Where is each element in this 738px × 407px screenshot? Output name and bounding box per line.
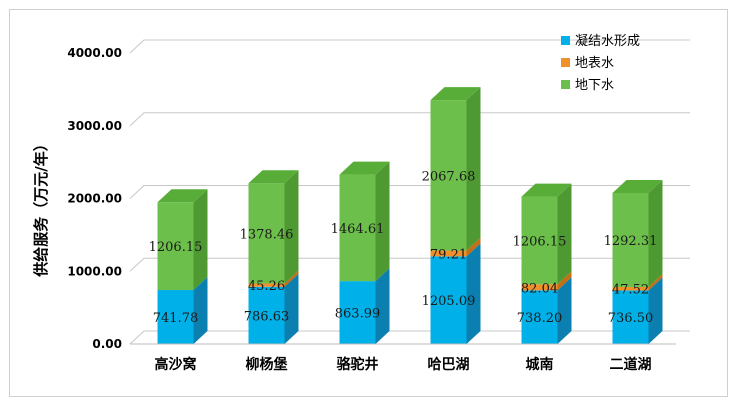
y-tick-label: 3000.00 (67, 119, 122, 133)
bar-top (157, 189, 208, 203)
bar-segment (248, 286, 285, 344)
gridlines (129, 39, 690, 345)
axes: 0.00 1000.00 2000.00 3000.00 4000.00 高沙窝 柳杨堡 骆驼… (67, 46, 676, 373)
data-label: 1206.15 (149, 240, 203, 255)
y-tick-label: 1000.00 (67, 264, 122, 278)
x-category-label: 哈巴湖 (428, 356, 470, 373)
y-tick-label: 4000.00 (67, 46, 122, 60)
bar-segment (612, 192, 649, 287)
bar-side (193, 277, 208, 344)
bar-side (375, 161, 390, 282)
data-label: 2067.68 (422, 169, 476, 184)
data-label: 1206.15 (513, 234, 567, 249)
bar-segment (521, 284, 558, 291)
bar-side (466, 243, 481, 344)
bar-segment (521, 290, 558, 344)
bar-side (466, 237, 481, 257)
data-label: 79.21 (430, 247, 467, 262)
legend-swatch (561, 58, 570, 67)
data-labels: 741.78 1206.15 786.63 45.26 1378.46 863.99 146… (149, 169, 658, 326)
bar-side (648, 277, 663, 344)
bar-side (193, 189, 208, 291)
bar-side (648, 273, 663, 291)
bar-segment (248, 283, 285, 287)
data-label: 1378.46 (240, 227, 294, 242)
gridline (129, 39, 690, 54)
legend-swatch (561, 80, 570, 89)
bar-segment (430, 100, 467, 251)
bar-segment (521, 196, 558, 285)
bar-segment (339, 174, 376, 282)
bar-side (284, 270, 299, 287)
y-axis-title: 供给服务（万元/年） (32, 136, 50, 277)
bar-side (284, 170, 299, 284)
data-label: 1292.31 (604, 234, 658, 249)
y-tick-label: 2000.00 (67, 192, 122, 206)
bar-segment (430, 250, 467, 257)
bar-side (466, 87, 481, 251)
legend-label: 地表水 (575, 56, 614, 71)
gridline (129, 112, 690, 127)
x-category-label: 骆驼井 (337, 356, 379, 373)
y-tick-label: 0.00 (92, 337, 122, 351)
bar-top (521, 183, 572, 197)
gridline (129, 185, 690, 199)
bars (157, 87, 663, 344)
x-category-label: 柳杨堡 (246, 356, 288, 373)
x-category-label: 高沙窝 (155, 356, 197, 373)
chart-frame: 741.78 1206.15 786.63 45.26 1378.46 863.99 146… (9, 9, 728, 397)
data-label: 863.99 (335, 307, 381, 322)
bar-side (557, 183, 572, 285)
x-category-label: 二道湖 (610, 356, 652, 373)
x-category-label: 城南 (526, 356, 554, 373)
data-label: 741.78 (153, 311, 199, 326)
data-label: 1205.09 (422, 294, 476, 309)
bar-segment (339, 281, 376, 344)
bar-segment (612, 286, 649, 291)
data-label: 736.50 (608, 311, 654, 326)
bar-top (248, 170, 299, 184)
bar-top (430, 87, 481, 101)
stacked-bar-chart: 741.78 1206.15 786.63 45.26 1378.46 863.99 146… (32, 33, 690, 373)
data-label: 82.04 (521, 281, 558, 296)
bar-segment (612, 290, 649, 344)
legend-label: 地下水 (575, 78, 614, 93)
data-label: 47.52 (612, 283, 649, 298)
bar-top (339, 161, 390, 175)
bar-side (557, 277, 572, 344)
data-label: 1464.61 (331, 222, 385, 237)
data-label: 45.26 (248, 279, 285, 294)
legend-label: 凝结水形成 (575, 33, 640, 49)
gridline (129, 330, 690, 345)
bar-side (557, 271, 572, 291)
gridline (129, 257, 690, 272)
bar-segment (157, 290, 194, 344)
bar-side (648, 179, 663, 287)
bar-segment (248, 183, 285, 284)
bar-side (284, 273, 299, 344)
bar-top (612, 179, 663, 193)
bar-segment (157, 202, 194, 291)
data-label: 786.63 (244, 309, 290, 324)
bar-side (375, 268, 390, 344)
legend-swatch (561, 36, 570, 45)
data-label: 738.20 (517, 311, 563, 326)
bar-segment (430, 256, 467, 344)
